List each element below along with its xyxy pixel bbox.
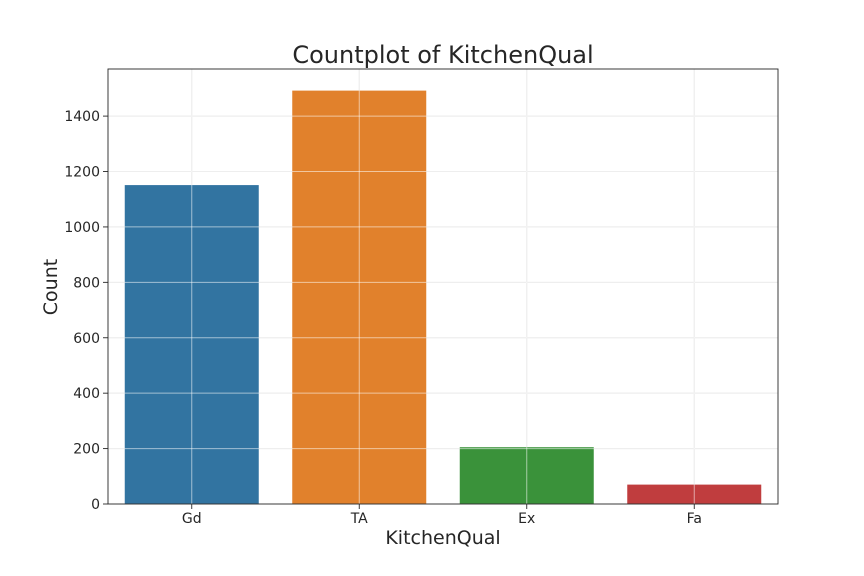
- y-axis-label: Count: [40, 259, 62, 315]
- x-axis-label: KitchenQual: [385, 527, 500, 549]
- x-tick-label-ex: Ex: [518, 511, 535, 527]
- y-tick-label: 400: [73, 386, 100, 402]
- y-tick-label: 0: [91, 497, 100, 513]
- y-tick-label: 600: [73, 331, 100, 347]
- chart-title: Countplot of KitchenQual: [292, 41, 593, 69]
- axis-layer: 0 200 400 600 800 1000 1200 1400 Gd TA Ex Fa: [64, 109, 702, 527]
- y-tick-label: 1200: [64, 165, 100, 181]
- y-tick-label: 1000: [64, 220, 100, 236]
- y-tick-label: 800: [73, 275, 100, 291]
- x-tick-label-fa: Fa: [687, 511, 702, 527]
- bars-layer: [124, 90, 762, 505]
- x-tick-label-ta: TA: [350, 511, 368, 527]
- x-tick-label-gd: Gd: [182, 511, 202, 527]
- plot-frame: [107, 68, 779, 505]
- y-tick-label: 200: [73, 442, 100, 458]
- y-tick-label: 1400: [64, 109, 100, 125]
